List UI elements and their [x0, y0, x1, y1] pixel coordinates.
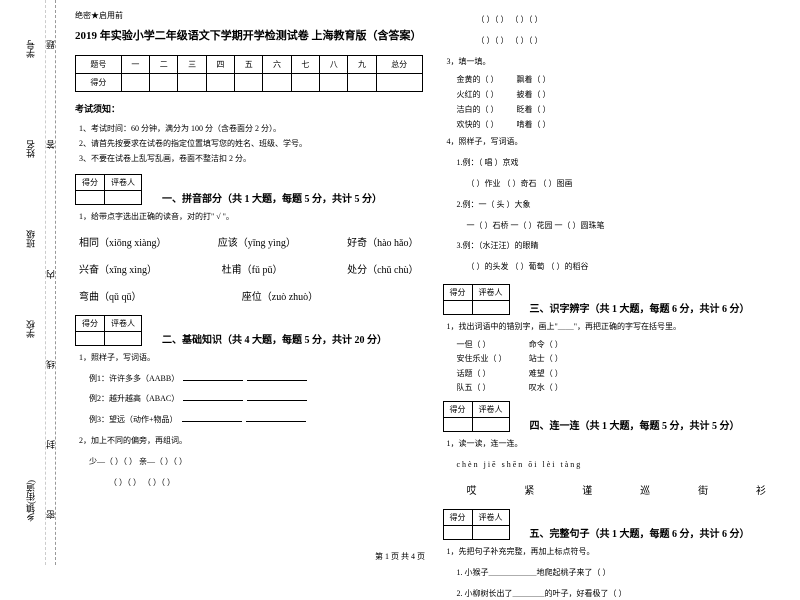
left-column: 绝密★启用前 2019 年实验小学二年级语文下学期开学检测试卷 上海教育版（含答…: [75, 10, 423, 545]
section-1-title: 一、拼音部分（共 1 大题，每题 5 分，共计 5 分）: [162, 190, 382, 205]
q2-3-r3: 洁白的（ ）眨着（ ）: [457, 104, 791, 115]
scorebox-4: 得分 评卷人 四、连一连（共 1 大题，每题 5 分，共计 5 分）: [443, 401, 791, 432]
label-nei: 内: [44, 270, 57, 279]
label-da: 答: [44, 140, 57, 149]
q2-3-stem: 3，填一填。: [447, 56, 791, 69]
score-h1: 一: [121, 56, 149, 74]
notice-list: 1、考试时间：60 分钟，满分为 100 分（含卷面分 2 分）。 2、请首先按…: [79, 119, 423, 168]
score-h9: 九: [348, 56, 376, 74]
section-5-title: 五、完整句子（共 1 大题，每题 6 分，共计 6 分）: [530, 525, 750, 540]
section-4-title: 四、连一连（共 1 大题，每题 5 分，共计 5 分）: [530, 417, 740, 432]
q2-1-ex3: 例3：望远（动作+物品）: [89, 414, 423, 427]
right-column: （ ）（ ） （ ）（ ） （ ）（ ） （ ）（ ） 3，填一填。 金黄的（ …: [443, 10, 791, 545]
scorebox-c1: 得分: [76, 175, 105, 191]
q2-1-ex2: 例2：越升越高（ABAC）: [89, 393, 423, 406]
notice-title: 考试须知：: [75, 102, 423, 115]
q2-4-r3b: （ ）的头发 （ ）葡萄 （ ）的稻谷: [467, 261, 791, 274]
label-mi: 密: [44, 510, 57, 519]
notice-3: 3、不要在试卷上乱写乱画，卷面不整洁扣 2 分。: [79, 153, 423, 164]
scorebox-c2: 评卷人: [105, 175, 142, 191]
scorebox-2: 得分 评卷人 二、基础知识（共 4 大题，每题 5 分，共计 20 分）: [75, 315, 423, 346]
q2-2-row: 少—（ ）（ ） 亲—（ ）（ ）: [89, 456, 423, 469]
q2-4-r1: 1.例：（ 唱 ）京戏: [457, 157, 791, 170]
fold-line-inner: [45, 0, 46, 565]
notice-1: 1、考试时间：60 分钟，满分为 100 分（含卷面分 2 分）。: [79, 123, 423, 134]
score-h8: 八: [320, 56, 348, 74]
q2-3-r1: 金黄的（ ）飘着（ ）: [457, 74, 791, 85]
label-xuexiao: 学校: [24, 320, 37, 338]
label-xian: 线: [44, 360, 57, 369]
q4-1-pinyin: chèn jiē shēn ōi lèi tàng: [457, 459, 791, 472]
q4-1-hanzi: 哎 紧 谨 巡 街 衫: [443, 482, 791, 497]
q1-stem: 1，给带点字选出正确的读音，对的打" √ "。: [79, 211, 423, 224]
q2-4-r2: 2.例：一（ 头 ）大象: [457, 199, 791, 212]
section-3-title: 三、识字辨字（共 1 大题，每题 6 分，共计 6 分）: [530, 300, 750, 315]
q2-4-stem: 4，照样子，写词语。: [447, 136, 791, 149]
paper-title: 2019 年实验小学二年级语文下学期开学检测试卷 上海教育版（含答案）: [75, 27, 423, 43]
page-footer: 第 1 页 共 4 页: [0, 551, 800, 562]
q5-1-r2: 2. 小柳树长出了＿＿＿＿的叶子，好看极了（ ）: [457, 588, 791, 600]
q2-2-row-b: （ ）（ ） （ ）（ ）: [109, 477, 423, 490]
score-h4: 四: [206, 56, 234, 74]
q2-4-r3: 3.例：（水汪汪）的眼睛: [457, 240, 791, 253]
q2-4-r1b: （ ）作业 （ ）奇石 （ ）图画: [467, 178, 791, 191]
confidential-label: 绝密★启用前: [75, 10, 423, 21]
q3-1-body: 一但（ ） 安住乐业（ ） 话题（ ） 队五（ ） 命令（ ） 站士（ ） 难望…: [457, 338, 791, 396]
q1-row2: 兴奋（xīng xìng） 杜甫（fǔ pǔ） 处分（chǔ chù）: [79, 261, 419, 276]
scorebox-5: 得分 评卷人 五、完整句子（共 1 大题，每题 6 分，共计 6 分）: [443, 509, 791, 540]
score-h0: 题号: [76, 56, 122, 74]
binding-margin: 学号 题 姓名 答 班级 内 学校 线 封 乡镇(街道) 密: [0, 0, 70, 565]
label-xingming: 姓名: [24, 140, 37, 158]
q2-2-cont1: （ ）（ ） （ ）（ ）: [477, 14, 791, 27]
notice-2: 2、请首先按要求在试卷的指定位置填写您的姓名、班级、学号。: [79, 138, 423, 149]
score-h6: 六: [263, 56, 291, 74]
scorebox-1: 得分 评卷人 一、拼音部分（共 1 大题，每题 5 分，共计 5 分）: [75, 174, 423, 205]
q3-1-stem: 1，找出词语中的错别字，画上"＿＿"，再把正确的字写在括号里。: [447, 321, 791, 334]
label-feng: 封: [44, 440, 57, 449]
score-h2: 二: [150, 56, 178, 74]
q5-1-r1: 1. 小猴子＿＿＿＿＿＿地爬起桃子来了（ ）: [457, 567, 791, 580]
page-columns: 绝密★启用前 2019 年实验小学二年级语文下学期开学检测试卷 上海教育版（含答…: [75, 10, 790, 545]
q2-1-stem: 1，照样子，写词语。: [79, 352, 423, 365]
label-ti: 题: [44, 40, 57, 49]
score-summary-table: 题号 一 二 三 四 五 六 七 八 九 总分 得分: [75, 55, 423, 92]
score-h7: 七: [291, 56, 319, 74]
section-2-title: 二、基础知识（共 4 大题，每题 5 分，共计 20 分）: [162, 331, 387, 346]
score-h5: 五: [235, 56, 263, 74]
fold-line: [55, 0, 56, 565]
q1-row1: 相同（xiōng xiàng） 应该（yīng yìng） 好奇（hào hǎo…: [79, 234, 419, 249]
q1-row3: 弯曲（qǔ qū） 座位（zuò zhuò）: [79, 288, 419, 303]
score-h3: 三: [178, 56, 206, 74]
q2-2-stem: 2，加上不同的偏旁，再组词。: [79, 435, 423, 448]
q2-4-r2b: 一（ ）石桥 一（ ）花园 一（ ）圆珠笔: [467, 220, 791, 233]
q4-1-stem: 1，读一读，连一连。: [447, 438, 791, 451]
q2-3-r4: 欢快的（ ）啃着（ ）: [457, 119, 791, 130]
label-xiangzhen: 乡镇(街道): [24, 480, 37, 522]
q2-3-r2: 火红的（ ）披着（ ）: [457, 89, 791, 100]
label-banji: 班级: [24, 230, 37, 248]
scorebox-3: 得分 评卷人 三、识字辨字（共 1 大题，每题 6 分，共计 6 分）: [443, 284, 791, 315]
score-row2: 得分: [76, 74, 122, 92]
score-h10: 总分: [376, 56, 422, 74]
q2-1-ex1: 例1：许许多多（AABB）: [89, 373, 423, 386]
label-xuehao: 学号: [24, 40, 37, 58]
q2-2-cont2: （ ）（ ） （ ）（ ）: [477, 35, 791, 48]
